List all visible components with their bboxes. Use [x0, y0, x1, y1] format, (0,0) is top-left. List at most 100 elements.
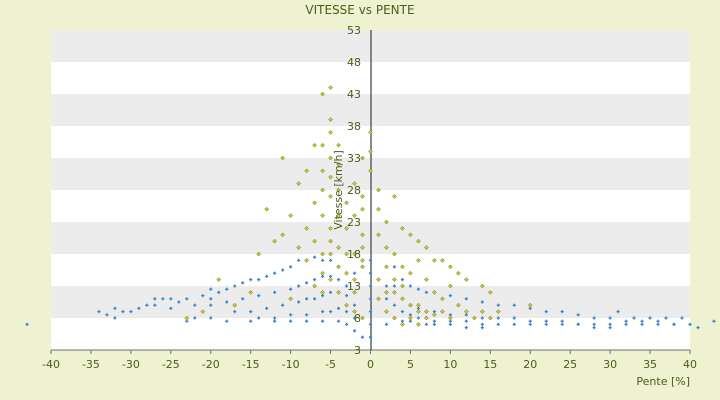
data-point-yellow	[392, 315, 397, 321]
data-point-yellow	[376, 232, 381, 238]
data-point-yellow	[336, 142, 341, 148]
x-tick-label: -40	[42, 358, 60, 371]
data-point-yellow	[360, 264, 365, 270]
data-point-blue	[608, 322, 612, 326]
x-tick-label: 35	[643, 358, 657, 371]
data-point-blue	[297, 258, 301, 262]
data-point-yellow	[312, 142, 317, 148]
y-tick-label: 38	[347, 120, 361, 133]
data-point-blue	[616, 310, 620, 314]
data-point-yellow	[400, 296, 405, 302]
data-point-yellow	[344, 251, 349, 257]
x-axis-label: Pente [%]	[636, 375, 690, 388]
data-point-yellow	[328, 277, 333, 282]
data-point-yellow	[368, 149, 373, 154]
data-point-blue	[608, 326, 612, 330]
data-point-blue	[384, 297, 389, 301]
data-point-blue	[592, 316, 596, 320]
data-point-yellow	[495, 309, 501, 314]
x-tick-label: 20	[523, 358, 537, 371]
data-point-blue	[297, 284, 301, 288]
data-point-blue	[480, 300, 484, 304]
data-point-blue	[368, 335, 373, 339]
data-point-blue	[328, 310, 333, 314]
data-point-yellow	[471, 315, 477, 321]
data-point-blue	[496, 322, 500, 326]
data-point-yellow	[352, 251, 357, 257]
y-tick-label: 43	[347, 88, 361, 101]
data-point-blue	[320, 310, 325, 314]
data-point-blue	[249, 278, 253, 282]
data-point-yellow	[320, 213, 325, 218]
data-point-yellow	[392, 194, 397, 199]
data-point-yellow	[312, 238, 317, 244]
data-point-blue	[712, 319, 716, 323]
data-point-yellow	[424, 315, 429, 321]
data-point-blue	[312, 255, 317, 259]
data-point-yellow	[463, 277, 469, 282]
data-point-blue	[344, 322, 349, 326]
data-point-blue	[656, 319, 660, 323]
data-point-blue	[512, 322, 516, 326]
data-point-blue	[688, 322, 692, 326]
data-point-blue	[320, 258, 325, 262]
data-point-blue	[129, 310, 133, 314]
data-point-yellow	[527, 302, 533, 308]
data-point-blue	[448, 294, 452, 298]
data-point-blue	[416, 316, 421, 320]
data-point-blue	[273, 271, 277, 275]
data-point-blue	[648, 316, 652, 320]
data-point-yellow	[432, 312, 437, 318]
data-point-yellow	[432, 290, 437, 295]
y-tick-label: 8	[354, 312, 361, 325]
data-point-blue	[400, 310, 405, 314]
data-point-blue	[289, 265, 293, 269]
data-point-blue	[305, 297, 309, 301]
data-point-yellow	[336, 290, 341, 295]
data-point-blue	[352, 303, 357, 307]
data-point-yellow	[400, 322, 405, 327]
y-axis-label: Vitesse [km/h]	[332, 150, 345, 230]
data-point-yellow	[320, 142, 325, 148]
data-point-yellow	[328, 155, 333, 161]
data-point-yellow	[336, 213, 341, 218]
data-point-yellow	[416, 309, 421, 314]
data-point-yellow	[328, 238, 333, 244]
data-point-yellow	[344, 302, 349, 308]
data-point-blue	[640, 322, 644, 326]
data-point-yellow	[416, 238, 421, 244]
data-point-yellow	[328, 226, 333, 231]
data-point-yellow	[360, 232, 365, 238]
data-point-blue	[233, 284, 237, 288]
data-point-blue	[512, 316, 516, 320]
data-point-yellow	[424, 277, 429, 282]
data-point-blue	[113, 316, 117, 320]
data-point-blue	[352, 329, 357, 333]
data-point-yellow	[384, 219, 389, 225]
data-point-yellow	[416, 302, 421, 308]
data-point-blue	[368, 284, 373, 288]
data-point-blue	[368, 258, 373, 262]
data-point-blue	[560, 310, 564, 314]
data-point-yellow	[479, 283, 485, 289]
data-point-yellow	[376, 187, 381, 193]
data-point-blue	[368, 310, 373, 314]
data-point-yellow	[288, 296, 293, 302]
x-tick-labels: -40 -35 -30 -25 -20 -15 -10 -5 0 5 10 15 20 25 30 35 40	[42, 350, 697, 371]
x-tick-label: -5	[325, 358, 336, 371]
data-point-yellow	[376, 277, 381, 282]
data-point-yellow	[400, 283, 405, 289]
data-point-yellow	[328, 130, 333, 135]
y-tick-label: 48	[347, 56, 361, 69]
data-point-blue	[161, 297, 165, 301]
y-tick-label: 53	[347, 24, 361, 37]
chart-title: VITESSE vs PENTE	[305, 3, 414, 17]
data-point-blue	[352, 271, 357, 275]
data-point-yellow	[408, 232, 413, 238]
data-point-blue	[201, 294, 205, 298]
data-point-yellow	[344, 226, 349, 231]
data-point-blue	[424, 290, 429, 294]
x-tick-label: 5	[407, 358, 414, 371]
data-point-yellow	[384, 290, 389, 295]
